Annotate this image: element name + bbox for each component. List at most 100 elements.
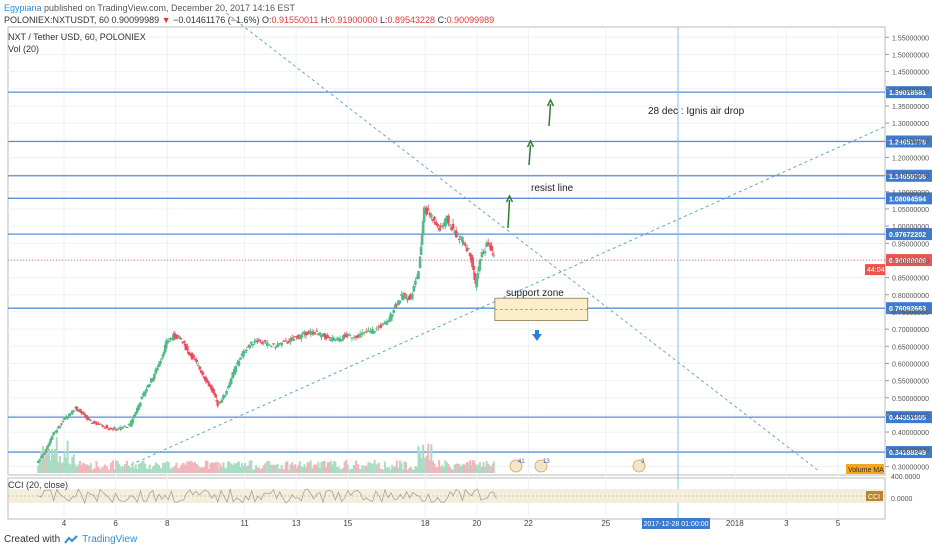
- volume-bar: [433, 463, 436, 473]
- candle-body: [175, 334, 178, 340]
- low-value: 0.89543228: [387, 15, 436, 25]
- x-tick-label: 11: [240, 519, 249, 528]
- y-tick-label: 1.05000000: [892, 207, 929, 214]
- volume-bar: [491, 464, 494, 473]
- volume-bar: [320, 461, 323, 473]
- candle-body: [352, 337, 356, 339]
- candle-body: [390, 314, 394, 318]
- candle-body: [482, 252, 485, 254]
- volume-bar: [438, 460, 441, 473]
- cci-badge-label: CCI: [868, 494, 880, 501]
- volume-bar: [425, 455, 428, 473]
- event-badge-count: 13: [543, 459, 550, 465]
- volume-bar: [85, 464, 88, 473]
- volume-bar: [258, 467, 261, 473]
- y-tick-label: 1.40000000: [892, 87, 929, 94]
- volume-bar: [291, 462, 294, 473]
- candle-body: [418, 256, 422, 269]
- candle-body: [304, 331, 308, 336]
- candle-body: [225, 391, 228, 395]
- volume-bar: [475, 464, 478, 473]
- volume-bar: [230, 463, 233, 473]
- candle-body: [69, 413, 73, 415]
- author-link[interactable]: Egypiana: [4, 3, 42, 13]
- volume-bar: [43, 457, 46, 473]
- volume-bar: [471, 460, 474, 473]
- up-arrow-icon: [507, 199, 511, 229]
- candle-body: [99, 424, 102, 426]
- volume-bar: [311, 468, 314, 473]
- volume-bar: [490, 466, 493, 473]
- volume-bar: [424, 457, 427, 473]
- volume-bar: [314, 464, 317, 473]
- volume-bar: [40, 450, 43, 473]
- volume-bar: [405, 462, 408, 473]
- candle-body: [109, 427, 113, 430]
- candle-body: [253, 341, 256, 343]
- candle-body: [425, 207, 429, 215]
- candle-body: [371, 329, 374, 335]
- volume-bar: [159, 467, 162, 473]
- candle-body: [354, 335, 358, 338]
- candle-body: [423, 210, 427, 213]
- candle-body: [326, 335, 329, 338]
- trend-lines: [130, 12, 886, 519]
- candle-body: [83, 413, 86, 416]
- volume-bar: [448, 466, 451, 473]
- volume-bar: [170, 467, 173, 473]
- volume-bar: [180, 465, 183, 473]
- published-text: published on TradingView.com, December 2…: [44, 3, 296, 13]
- volume-bar: [103, 464, 106, 473]
- volume-bar: [203, 466, 206, 473]
- candle-body: [468, 252, 472, 257]
- resistance-trendline: [226, 12, 818, 471]
- volume-bar: [278, 468, 281, 473]
- volume-bar: [445, 462, 448, 473]
- volume-bar: [342, 467, 345, 473]
- candle-body: [140, 396, 144, 400]
- volume-bar: [167, 462, 170, 473]
- candle-body: [453, 232, 456, 234]
- candle-body: [454, 230, 458, 238]
- candle-body: [156, 367, 159, 371]
- level-price-badge: [886, 86, 932, 99]
- volume-bar: [217, 469, 220, 473]
- volume-bar: [345, 460, 348, 473]
- volume-bar: [242, 465, 245, 473]
- volume-bar: [262, 465, 265, 473]
- volume-bar: [68, 463, 71, 473]
- volume-bar: [337, 466, 340, 473]
- volume-bar: [163, 464, 166, 473]
- level-price-label: 1.39018581: [889, 90, 926, 97]
- volume-bar: [201, 468, 204, 473]
- up-arrow-icon: [548, 103, 552, 127]
- candle-body: [287, 340, 291, 343]
- candle-body: [332, 337, 336, 341]
- volume-bar: [306, 462, 309, 473]
- volume-bar: [447, 464, 450, 473]
- tradingview-brand[interactable]: TradingView: [82, 534, 138, 545]
- candle-body: [490, 246, 494, 251]
- candle-body: [456, 232, 460, 234]
- candle-body: [344, 333, 348, 338]
- candle-body: [348, 334, 352, 336]
- candle-body: [246, 346, 250, 348]
- volume-bar: [355, 460, 358, 473]
- level-price-label: 1.08094594: [889, 196, 926, 203]
- volume-bar: [476, 464, 479, 473]
- candle-body: [67, 413, 71, 417]
- volume-bar: [177, 468, 180, 473]
- candle-body: [146, 384, 150, 388]
- candle-body: [419, 246, 423, 256]
- candle-body: [381, 323, 385, 326]
- y-tick-label: 0.90000000: [892, 258, 929, 265]
- volume-bar: [121, 466, 124, 473]
- candle-body: [313, 333, 317, 335]
- level-price-badge: [886, 302, 932, 315]
- cci-tick-label: 400.0000: [891, 474, 920, 481]
- candle-body: [157, 363, 161, 368]
- volume-bar: [470, 465, 473, 473]
- candle-body: [162, 351, 166, 355]
- volume-bar: [328, 462, 331, 473]
